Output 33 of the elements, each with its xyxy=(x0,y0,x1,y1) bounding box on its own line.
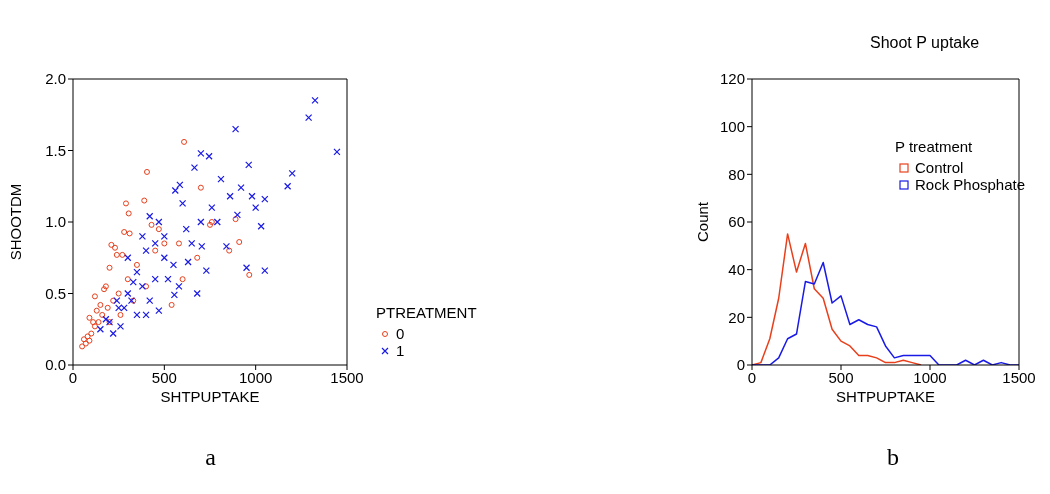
y-tick-label: 40 xyxy=(728,260,745,278)
y-axis-title: Count xyxy=(694,201,712,243)
x-tick-label: 1500 xyxy=(330,368,364,386)
y-tick-label: 1.0 xyxy=(45,213,66,231)
text: a xyxy=(204,444,217,471)
x-axis-title: SHTPUPTAKE xyxy=(160,387,260,405)
x-axis-title: SHTPUPTAKE xyxy=(836,387,935,405)
x-tick-label: 1000 xyxy=(238,368,273,386)
y-tick-label: 0 xyxy=(736,356,745,374)
y-tick-label: 2.0 xyxy=(45,70,66,88)
y-axis-title: SHOOTDM xyxy=(7,183,25,261)
y-tick-label: 80 xyxy=(728,165,745,183)
x-tick-label: 500 xyxy=(828,368,854,386)
x-tick-label: 1000 xyxy=(913,368,947,386)
x-tick-label: 0 xyxy=(68,368,78,386)
legend-label: 1 xyxy=(396,342,405,359)
y-tick-label: 60 xyxy=(728,213,745,231)
legend-label: Rock Phosphate xyxy=(915,176,1026,193)
y-tick-label: 0.0 xyxy=(45,356,66,374)
legend-label: 0 xyxy=(396,325,405,342)
y-tick-label: 1.5 xyxy=(45,141,66,159)
x-tick-label: 0 xyxy=(747,368,757,386)
legend-label: Control xyxy=(915,159,964,176)
x-tick-label: 500 xyxy=(151,368,177,386)
text: b xyxy=(886,444,900,471)
chart-title: Shoot P uptake xyxy=(870,34,980,52)
y-tick-label: 100 xyxy=(719,117,745,135)
y-tick-label: 120 xyxy=(719,70,745,88)
legend-title: P treatment xyxy=(895,138,974,155)
y-tick-label: 20 xyxy=(728,308,745,326)
y-tick-label: 0.5 xyxy=(45,284,66,302)
x-tick-label: 1500 xyxy=(1002,368,1036,386)
legend-title: PTREATMENT xyxy=(376,304,477,321)
